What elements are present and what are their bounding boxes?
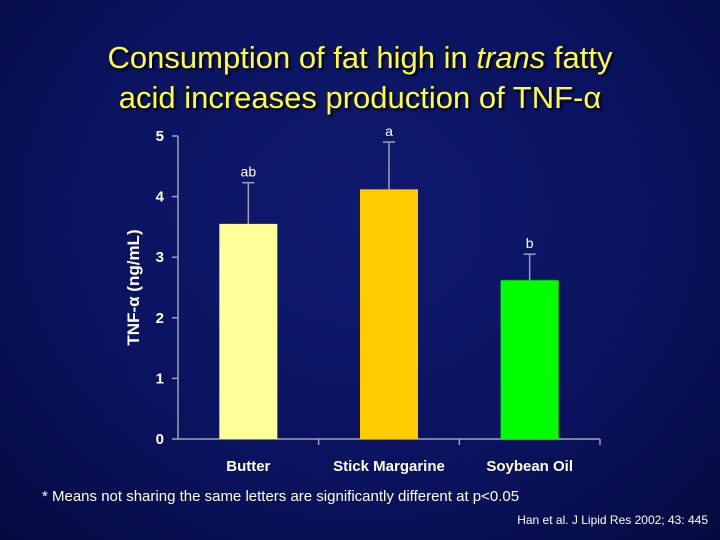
y-tick-label: 1 — [156, 370, 164, 387]
slide-title: Consumption of fat high in trans fatty a… — [0, 38, 720, 118]
bar — [360, 189, 418, 439]
y-tick-label: 2 — [156, 310, 164, 327]
y-tick-label: 0 — [156, 431, 164, 448]
bar — [500, 280, 559, 439]
title-line-1-suffix: fatty — [545, 40, 613, 75]
footnote: * Means not sharing the same letters are… — [42, 488, 520, 505]
y-axis-label: TNF-α (ng/mL) — [124, 229, 143, 345]
significance-letter: a — [385, 123, 393, 139]
bar — [219, 223, 278, 439]
title-line-2: acid increases production of TNF-α — [118, 80, 602, 115]
category-label: Soybean Oil — [486, 458, 573, 475]
y-tick-label: 5 — [156, 128, 164, 145]
category-label: Butter — [226, 458, 270, 475]
y-tick-label: 3 — [156, 249, 164, 266]
y-tick-label: 4 — [156, 189, 165, 206]
citation: Han et al. J Lipid Res 2002; 43: 445 — [517, 513, 708, 527]
title-line-1-italic: trans — [476, 40, 546, 75]
category-label: Stick Margarine — [333, 458, 445, 475]
title-line-1-prefix: Consumption of fat high in — [107, 40, 477, 75]
significance-letter: ab — [241, 164, 257, 180]
title-line-1: Consumption of fat high in trans fatty — [0, 38, 720, 78]
significance-letter: b — [526, 235, 534, 251]
